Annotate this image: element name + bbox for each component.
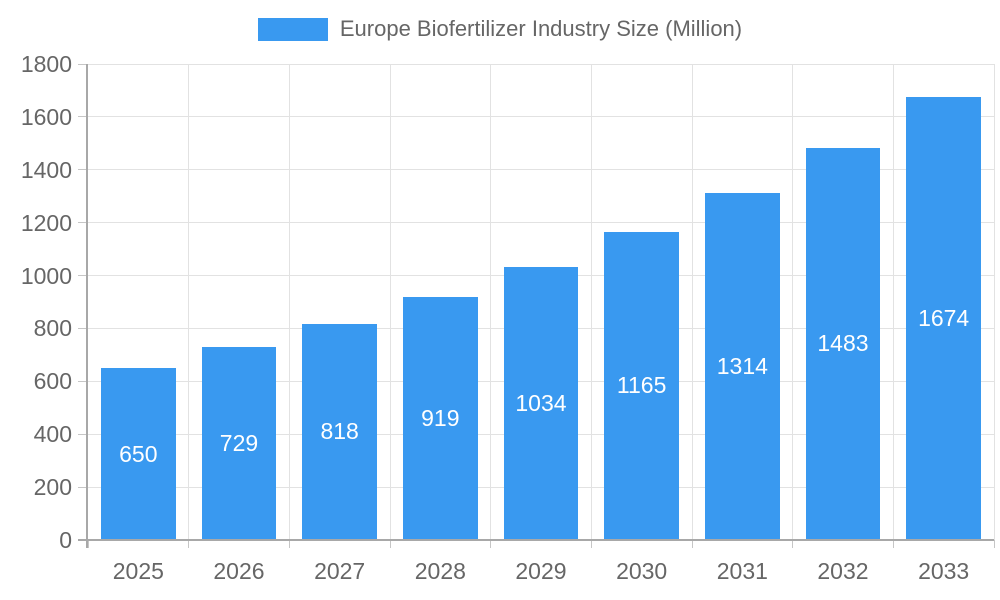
y-tick-mark [78, 169, 88, 171]
axis-y [86, 64, 88, 548]
x-tick-mark [993, 540, 995, 548]
bar-value-label: 1483 [817, 330, 869, 357]
gridline-v [288, 64, 290, 540]
y-tick-label: 1400 [20, 156, 72, 183]
x-tick-label: 2028 [414, 558, 466, 584]
y-tick-label: 600 [33, 368, 72, 395]
gridline-h [88, 169, 994, 171]
gridline-h [88, 116, 994, 118]
gridline-v [389, 64, 391, 540]
x-tick-label: 2031 [716, 558, 768, 584]
bar-value-label: 1165 [616, 372, 667, 399]
gridline-v [792, 64, 794, 540]
plot-area: 0 200 400 600 800 1000 1200 1400 1600 1800 650 2025… [21, 51, 995, 584]
y-tick-label: 1600 [20, 103, 72, 130]
gridline-v [892, 64, 894, 540]
legend-label: Europe Biofertilizer Industry Size (Mill… [339, 16, 743, 41]
bar[interactable]: 1314 [705, 192, 780, 540]
axis-x [78, 539, 994, 541]
gridline-v [490, 64, 492, 540]
x-tick-mark [892, 540, 894, 548]
gridline-h [88, 222, 994, 224]
bar[interactable]: 650 [101, 368, 176, 540]
x-tick-label: 2026 [213, 558, 265, 584]
bar[interactable]: 919 [403, 296, 478, 540]
x-tick-mark [87, 540, 89, 548]
y-tick-mark [78, 222, 88, 224]
bar[interactable]: 729 [201, 347, 277, 540]
bar[interactable]: 1674 [906, 97, 981, 540]
y-tick-label: 1800 [20, 51, 72, 77]
y-tick-mark [78, 380, 88, 382]
x-tick-mark [590, 540, 592, 548]
bar-value-label: 650 [119, 440, 158, 467]
x-tick-mark [288, 540, 290, 548]
x-tick-mark [389, 540, 391, 548]
bar[interactable]: 818 [302, 323, 377, 540]
x-tick-mark [792, 540, 794, 548]
y-tick-label: 400 [33, 421, 72, 448]
bar-value-label: 919 [421, 404, 460, 431]
y-tick-mark [78, 63, 88, 65]
y-tick-label: 800 [33, 315, 72, 342]
bar-value-label: 1674 [918, 305, 970, 332]
y-tick-mark [78, 327, 88, 329]
x-tick-mark [691, 540, 693, 548]
legend[interactable]: Europe Biofertilizer Industry Size (Mill… [0, 16, 1000, 42]
x-tick-mark [490, 540, 492, 548]
bar-value-label: 1314 [716, 352, 768, 379]
y-tick-mark [78, 433, 88, 435]
x-tick-label: 2032 [817, 558, 869, 584]
x-tick-label: 2025 [112, 558, 164, 584]
y-tick-mark [78, 275, 88, 277]
x-tick-mark [188, 540, 190, 548]
bar[interactable]: 1165 [604, 231, 679, 540]
gridline-v [188, 64, 190, 540]
gridline-v [691, 64, 693, 540]
bar-value-label: 729 [219, 430, 259, 457]
y-tick-mark [78, 116, 88, 118]
bar[interactable]: 1483 [805, 147, 881, 540]
x-tick-label: 2029 [515, 558, 567, 584]
y-tick-label: 200 [33, 474, 72, 501]
y-tick-label: 1000 [20, 262, 72, 289]
x-tick-label: 2033 [918, 558, 970, 584]
y-tick-mark [78, 486, 88, 488]
bar[interactable]: 1034 [503, 266, 579, 540]
gridline-v [993, 64, 995, 540]
y-tick-label: 0 [59, 527, 72, 553]
x-tick-label: 2027 [314, 558, 366, 584]
gridline-h [88, 63, 994, 65]
legend-swatch[interactable] [257, 17, 328, 41]
x-tick-label: 2030 [616, 558, 668, 584]
bar-value-label: 1034 [515, 389, 567, 416]
bar-value-label: 818 [320, 418, 359, 445]
y-tick-label: 1200 [20, 209, 72, 236]
gridline-v [590, 64, 592, 540]
